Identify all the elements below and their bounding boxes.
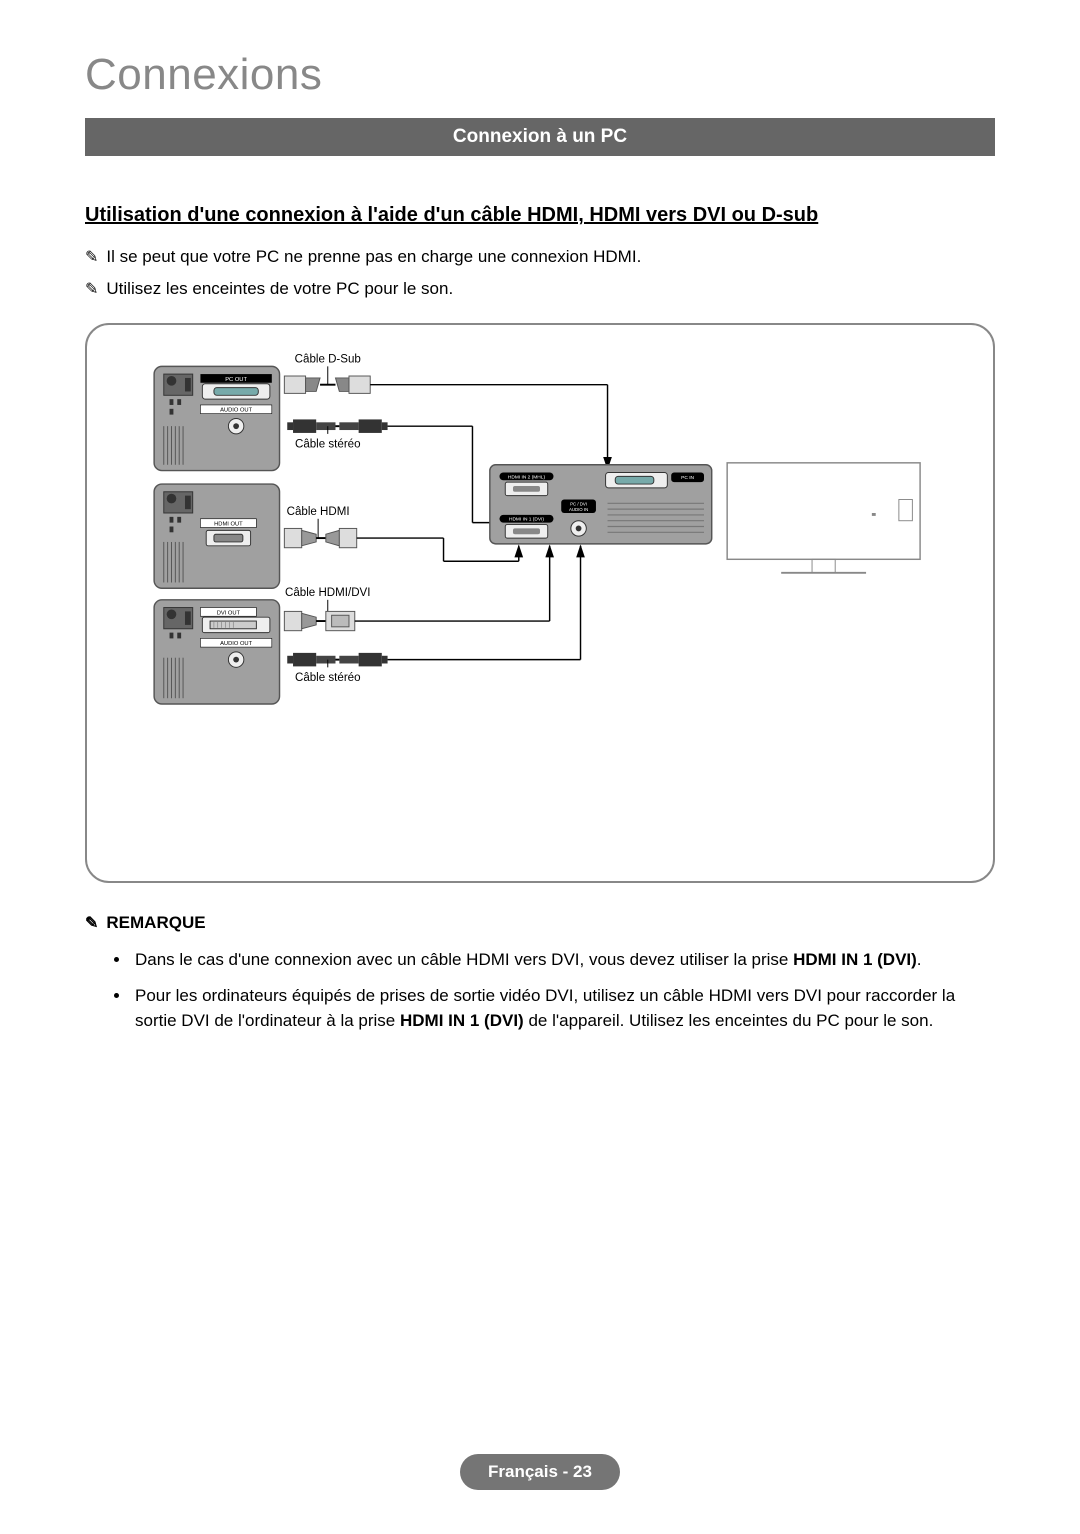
svg-text:HDMI OUT: HDMI OUT xyxy=(214,522,243,528)
cable-label-hdmi: Câble HDMI xyxy=(287,506,350,518)
stereo-cable-2 xyxy=(287,653,387,667)
tv-rear-panel: HDMI IN 2 (MHL) PC / DVI AUDIO IN HDMI I… xyxy=(490,465,712,544)
intro-note-text: Il se peut que votre PC ne prenne pas en… xyxy=(106,247,641,267)
remark-item: Pour les ordinateurs équipés de prises d… xyxy=(131,983,995,1034)
note-icon: ✎ xyxy=(85,913,98,933)
page-footer: Français - 23 xyxy=(0,1454,1080,1490)
svg-text:DVI OUT: DVI OUT xyxy=(217,610,241,616)
remark-list: Dans le cas d'une connexion avec un câbl… xyxy=(131,947,995,1034)
footer-pill: Français - 23 xyxy=(460,1454,620,1490)
intro-note: ✎ Utilisez les enceintes de votre PC pou… xyxy=(85,279,995,299)
svg-text:PC OUT: PC OUT xyxy=(225,377,247,383)
intro-note-text: Utilisez les enceintes de votre PC pour … xyxy=(106,279,453,299)
cable-label-hdmidvi: Câble HDMI/DVI xyxy=(285,587,370,599)
connection-diagram: PC OUT AUDIO OUT Câble D-Sub xyxy=(85,323,995,883)
cable-label-stereo2: Câble stéréo xyxy=(295,672,361,684)
monitor xyxy=(727,463,920,573)
subsection-title: Utilisation d'une connexion à l'aide d'u… xyxy=(85,204,995,227)
section-bar: Connexion à un PC xyxy=(85,118,995,156)
pc-block-dsub: PC OUT AUDIO OUT xyxy=(154,366,279,470)
remark-label: REMARQUE xyxy=(106,913,205,933)
dsub-cable xyxy=(284,366,607,468)
svg-text:AUDIO IN: AUDIO IN xyxy=(569,507,588,512)
svg-text:AUDIO OUT: AUDIO OUT xyxy=(220,641,253,647)
note-icon: ✎ xyxy=(85,247,98,267)
pc-block-hdmi: HDMI OUT xyxy=(154,484,279,588)
svg-text:PC IN: PC IN xyxy=(681,475,694,481)
pc-block-dvi: DVI OUT AUDIO OUT xyxy=(154,600,279,704)
note-icon: ✎ xyxy=(85,279,98,299)
svg-text:AUDIO OUT: AUDIO OUT xyxy=(220,408,253,414)
stereo-cable-1 xyxy=(287,419,387,433)
intro-note: ✎ Il se peut que votre PC ne prenne pas … xyxy=(85,247,995,267)
hdmi-cable xyxy=(284,519,518,561)
remark-item: Dans le cas d'une connexion avec un câbl… xyxy=(131,947,995,973)
svg-text:PC / DVI: PC / DVI xyxy=(570,501,587,506)
cable-label-stereo1: Câble stéréo xyxy=(295,438,361,450)
svg-text:HDMI IN 1 (DVI): HDMI IN 1 (DVI) xyxy=(509,517,544,523)
remark-header: ✎ REMARQUE xyxy=(85,913,995,933)
diagram-svg: PC OUT AUDIO OUT Câble D-Sub xyxy=(107,349,973,841)
svg-text:HDMI IN 2 (MHL): HDMI IN 2 (MHL) xyxy=(508,474,546,480)
cable-label-dsub: Câble D-Sub xyxy=(295,354,361,366)
chapter-title: Connexions xyxy=(85,50,995,100)
